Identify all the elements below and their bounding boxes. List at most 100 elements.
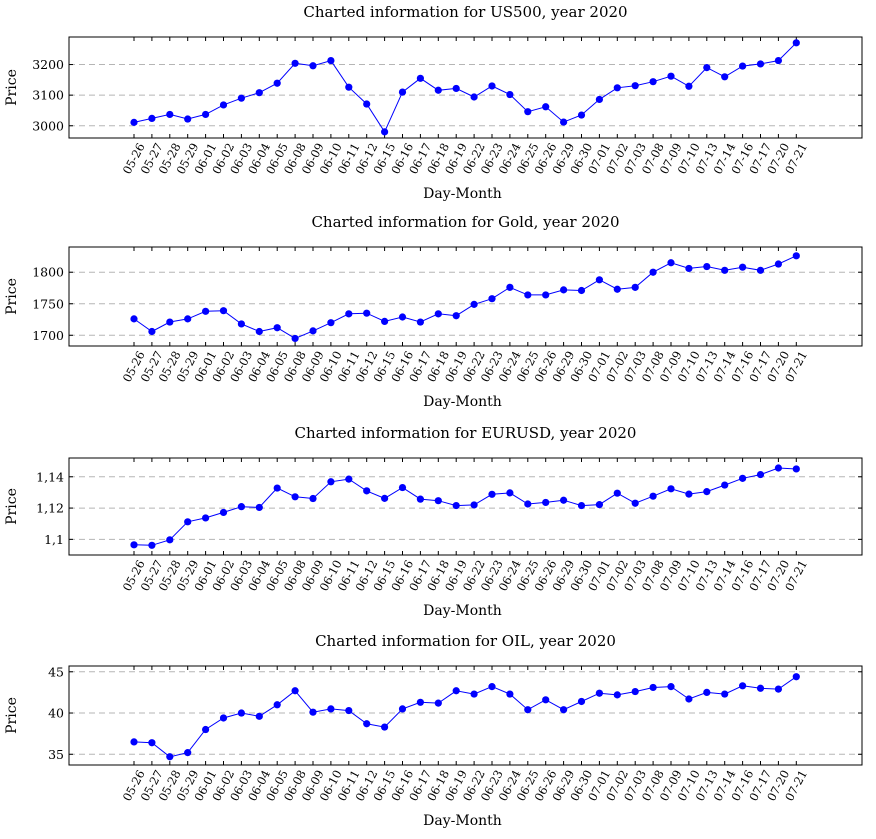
data-point — [381, 494, 389, 502]
data-point — [649, 78, 657, 86]
data-point — [506, 690, 514, 698]
data-point — [255, 503, 263, 512]
chart-panel-3: Charted information for EURUSD, year 202… — [4, 424, 863, 619]
data-point — [739, 62, 747, 70]
data-point — [542, 291, 550, 299]
y-tick-label: 3200 — [32, 57, 64, 72]
data-point — [434, 86, 442, 94]
y-tick-label: 3000 — [32, 118, 64, 133]
data-point — [237, 709, 245, 717]
data-point — [452, 84, 460, 93]
data-point — [595, 95, 604, 104]
data-point — [363, 720, 371, 728]
chart-panel-1: Charted information for US500, year 2020… — [4, 3, 863, 202]
data-point — [416, 495, 424, 503]
y-axis-label: Price — [4, 697, 20, 734]
data-point — [524, 706, 532, 714]
data-point — [721, 266, 729, 274]
y-tick-label: 35 — [48, 747, 64, 762]
data-point — [667, 683, 675, 691]
data-point — [756, 470, 765, 479]
data-point — [398, 483, 407, 492]
series-line — [133, 255, 797, 339]
data-point — [130, 738, 138, 746]
data-point — [381, 723, 389, 731]
y-tick-label: 1750 — [32, 296, 64, 311]
data-point — [327, 705, 335, 713]
data-point — [202, 725, 210, 734]
data-point — [560, 286, 568, 294]
data-point — [416, 318, 424, 326]
data-point — [273, 79, 281, 87]
data-point — [148, 739, 156, 747]
data-point — [506, 489, 514, 497]
data-point — [667, 485, 675, 493]
data-point — [255, 89, 263, 97]
data-point — [488, 490, 496, 498]
data-point — [470, 93, 478, 101]
data-point — [166, 753, 174, 761]
plot-frame — [68, 246, 863, 347]
y-tick-label: 1,14 — [36, 469, 64, 484]
data-point — [398, 313, 407, 321]
data-point — [166, 318, 174, 326]
data-point — [524, 500, 532, 508]
data-point — [703, 64, 711, 72]
data-point — [148, 541, 156, 549]
data-point — [237, 94, 245, 102]
data-point — [756, 266, 765, 274]
y-tick-label: 1,1 — [44, 532, 64, 547]
data-point — [434, 310, 442, 318]
data-point — [381, 317, 389, 326]
data-point — [398, 88, 407, 96]
chart-panel-4: Charted information for OIL, year 2020 35… — [4, 632, 863, 829]
data-point — [488, 82, 496, 90]
data-point — [792, 465, 800, 473]
x-axis-label: Day-Month — [423, 603, 502, 619]
data-point — [309, 62, 317, 70]
data-point — [345, 475, 353, 483]
data-point — [792, 39, 800, 47]
data-point — [219, 307, 228, 315]
x-axis-label: Day-Month — [423, 813, 502, 829]
data-point — [363, 487, 371, 495]
y-axis-label: Price — [4, 278, 20, 315]
data-point — [327, 56, 335, 65]
data-point — [703, 488, 711, 496]
data-point — [452, 501, 460, 510]
chart-panel-2: Charted information for Gold, year 2020 1… — [4, 213, 863, 410]
series-line — [133, 42, 797, 133]
data-point — [739, 474, 747, 482]
series-line — [133, 467, 797, 546]
data-point — [309, 327, 317, 335]
data-point — [202, 514, 210, 522]
data-point — [452, 312, 460, 320]
data-point — [542, 498, 550, 507]
data-point — [506, 283, 514, 291]
data-point — [721, 73, 729, 81]
data-point — [595, 689, 604, 697]
data-point — [524, 291, 532, 299]
data-point — [595, 276, 604, 284]
data-point — [774, 464, 783, 472]
data-point — [470, 501, 478, 509]
data-point — [291, 687, 299, 695]
data-point — [470, 690, 478, 698]
data-point — [416, 698, 424, 706]
data-point — [452, 687, 460, 695]
data-point — [363, 309, 371, 317]
chart-title: Charted information for EURUSD, year 202… — [295, 424, 637, 442]
data-point — [774, 685, 783, 693]
data-point — [255, 712, 263, 720]
data-point — [631, 82, 639, 90]
data-point — [309, 494, 317, 503]
data-point — [524, 108, 532, 116]
x-axis-label: Day-Month — [423, 394, 502, 410]
chart-title: Charted information for OIL, year 2020 — [315, 632, 616, 650]
data-point — [649, 268, 657, 276]
data-point — [774, 260, 783, 268]
data-point — [219, 714, 228, 722]
data-point — [345, 706, 353, 715]
data-point — [130, 315, 138, 323]
data-point — [345, 310, 353, 318]
